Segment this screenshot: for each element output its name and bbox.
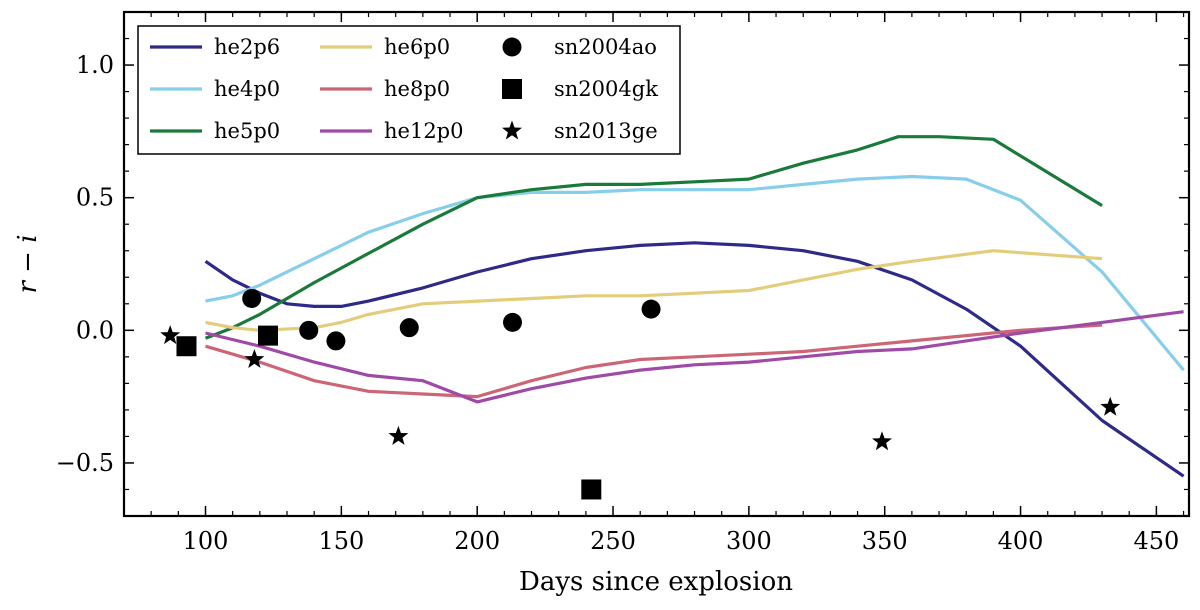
- data-point-sn2004ao: [242, 288, 262, 308]
- x-tick-label: 300: [726, 527, 772, 555]
- series-line-he6p0: [205, 249, 1103, 332]
- data-point-sn2013ge: [872, 431, 892, 451]
- y-tick-label: −0.5: [56, 449, 114, 477]
- y-tick-label: 0.0: [76, 316, 114, 344]
- data-point-sn2004gk: [581, 479, 602, 500]
- data-point-sn2013ge: [388, 425, 409, 445]
- y-tick-label: 0.5: [76, 184, 114, 212]
- data-point-sn2004ao: [299, 320, 319, 340]
- legend-label-he8p0: he8p0: [384, 77, 450, 101]
- series-line-he12p0: [205, 310, 1184, 404]
- plot-frame: [122, 10, 1191, 518]
- x-tick-label: 150: [318, 527, 364, 555]
- x-tick-label: 200: [454, 527, 500, 555]
- data-point-sn2004gk: [176, 336, 197, 357]
- data-point-sn2004ao: [503, 312, 523, 332]
- series-line-he4p0: [205, 174, 1185, 372]
- legend-label-sn2004ao: sn2004ao: [554, 35, 657, 59]
- legend-label-sn2004gk: sn2004gk: [554, 77, 658, 101]
- legend-label-he2p6: he2p6: [214, 35, 280, 59]
- x-tick-label: 250: [590, 527, 636, 555]
- data-point-sn2004ao: [399, 318, 419, 338]
- data-point-sn2004ao: [326, 331, 346, 351]
- legend: he2p6 he4p0 he5p0 he6p0 he8p0 he12p0 sn2004ao s…: [137, 25, 681, 155]
- series-line-he2p6: [204, 241, 1185, 478]
- data-point-sn2013ge: [244, 348, 265, 368]
- plot-lines: [204, 135, 1185, 478]
- data-point-sn2004ao: [641, 299, 661, 319]
- legend-label-he6p0: he6p0: [384, 35, 450, 59]
- x-tick-label: 450: [1133, 527, 1179, 555]
- legend-marker-sn2004ao: [502, 37, 522, 57]
- x-tick-label: 100: [183, 527, 229, 555]
- x-tick-label: 350: [862, 527, 908, 555]
- legend-marker-sn2013ge: [502, 120, 522, 140]
- y-axis-title: r − i: [13, 234, 43, 293]
- data-point-sn2013ge: [1100, 396, 1121, 416]
- legend-label-sn2013ge: sn2013ge: [554, 119, 658, 143]
- axis-ticks: 100 150 200 250 300 350 400 450 −0.5 0.0 0.5 1.0: [56, 12, 1189, 555]
- legend-frame: [137, 25, 681, 155]
- data-point-sn2004gk: [257, 325, 278, 346]
- series-line-he5p0: [204, 135, 1103, 340]
- x-tick-label: 400: [998, 527, 1044, 555]
- data-point-sn2013ge: [160, 325, 181, 345]
- legend-label-he5p0: he5p0: [214, 119, 280, 143]
- legend-label-he4p0: he4p0: [214, 77, 280, 101]
- legend-label-he12p0: he12p0: [384, 119, 463, 143]
- x-axis-title: Days since explosion: [519, 567, 793, 597]
- plot-markers: [160, 288, 1121, 500]
- legend-marker-sn2004gk: [502, 79, 522, 99]
- y-tick-label: 1.0: [76, 51, 114, 79]
- series-line-he8p0: [205, 323, 1103, 399]
